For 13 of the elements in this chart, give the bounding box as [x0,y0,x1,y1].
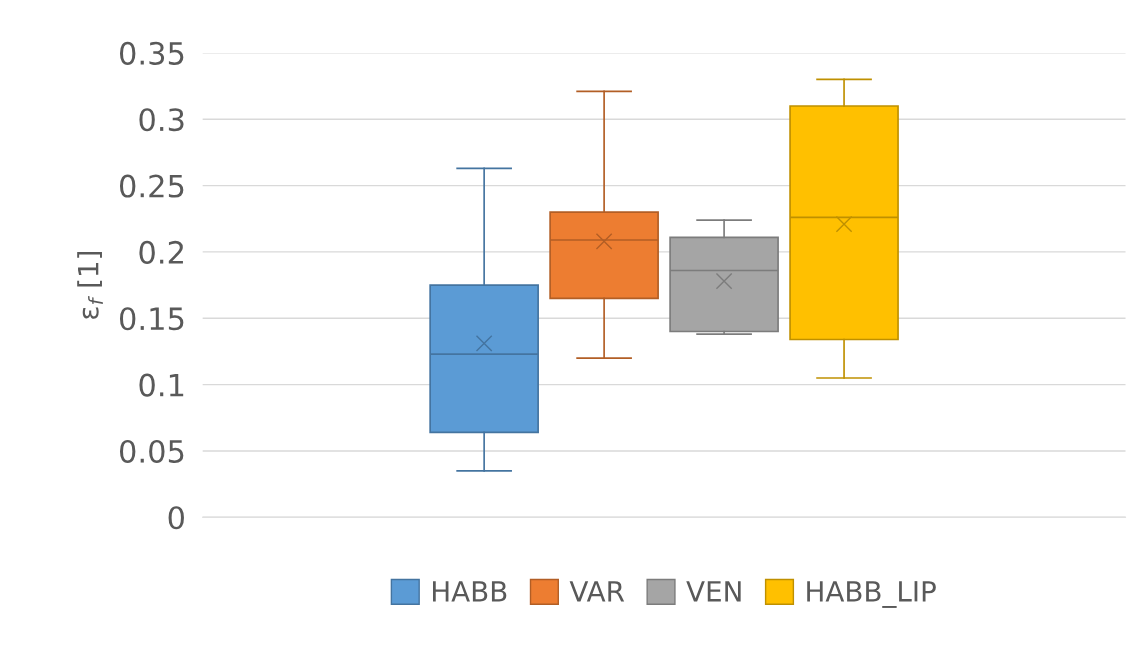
y-tick-label: 0.15 [119,307,184,331]
y-tick-label: 0.05 [119,439,184,463]
y-axis-title: ε$_{f}$ [1] [77,251,103,319]
y-tick-label: 0.25 [119,174,184,198]
y-tick-label: 0.35 [119,41,184,65]
legend-label: VEN [686,581,741,602]
y-tick-label: 0 [168,506,184,530]
y-tick-label: 0.2 [139,240,183,264]
legend-label: HABB [433,581,507,602]
legend-label: HABB_LIP [807,581,936,608]
y-tick-label: 0.1 [139,373,184,397]
legend-label: VAR [569,581,625,602]
y-tick-label: 0.3 [139,108,184,132]
